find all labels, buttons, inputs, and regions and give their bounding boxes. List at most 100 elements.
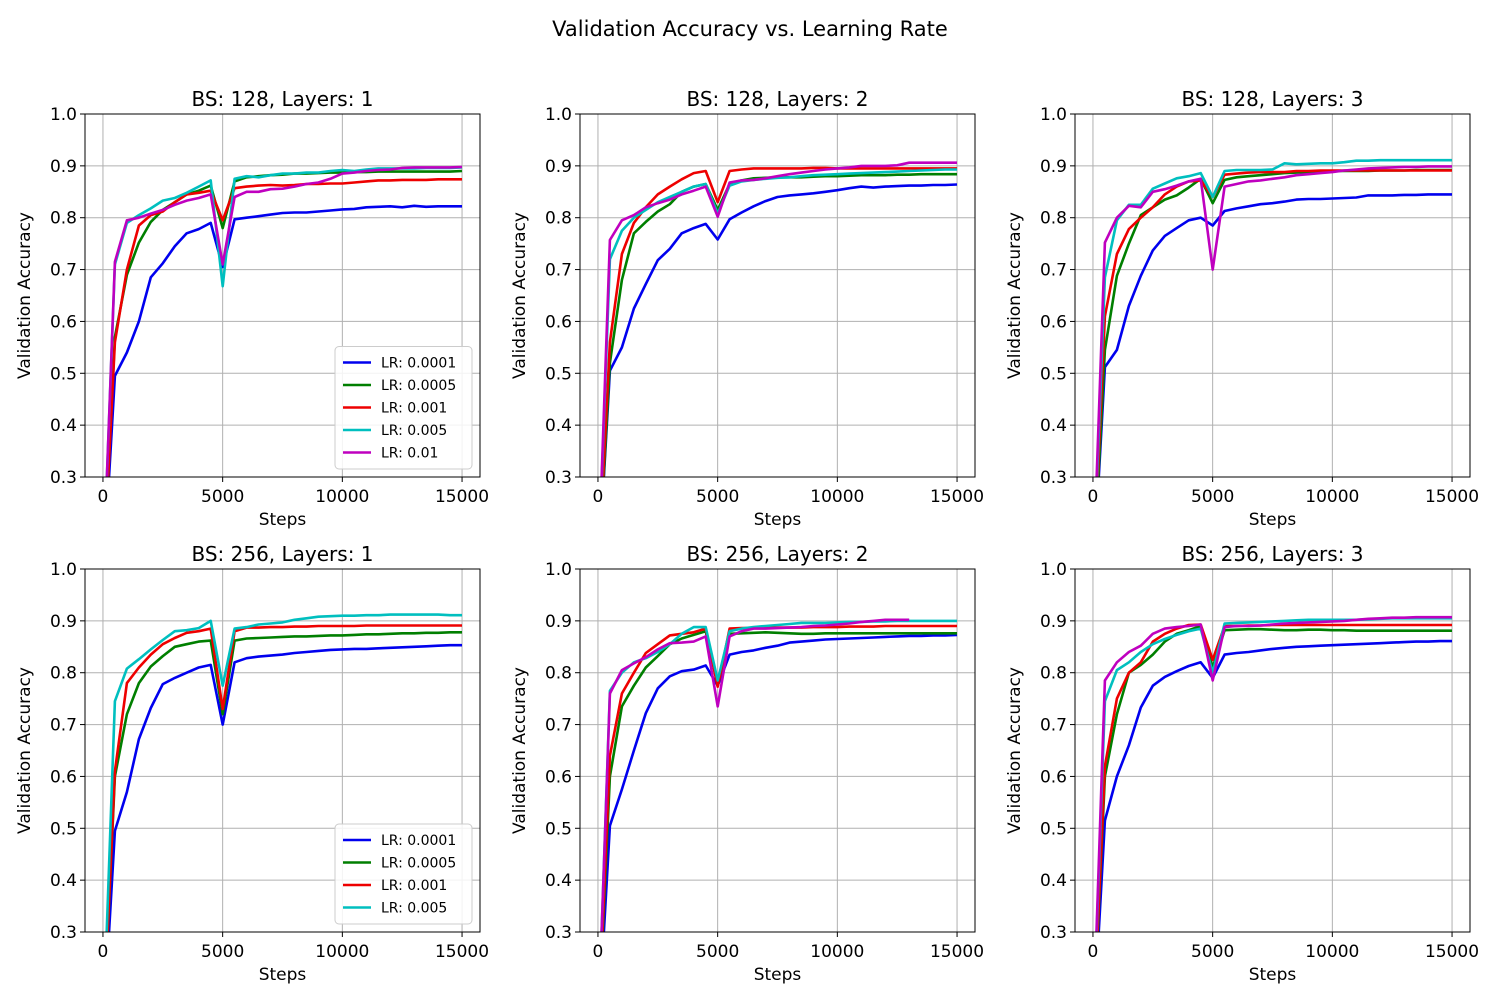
legend: LR: 0.0001 LR: 0.0005 LR: 0.001 LR: 0.005 xyxy=(334,823,473,925)
x-tick-label: 0 xyxy=(1088,942,1099,962)
y-tick-label: 0.4 xyxy=(1040,416,1067,436)
y-tick-label: 1.0 xyxy=(50,105,77,125)
y-tick-label: 0.7 xyxy=(50,261,77,281)
series-line-lr-0-0001 xyxy=(1097,639,1452,932)
y-tick-label: 0.4 xyxy=(545,871,572,891)
y-tick-label: 0.3 xyxy=(1040,468,1067,488)
y-tick-label: 0.8 xyxy=(50,664,77,684)
panel-title: BS: 128, Layers: 3 xyxy=(1181,87,1363,111)
series-line-lr-0-0001 xyxy=(1097,193,1452,477)
x-tick-label: 10000 xyxy=(810,487,864,507)
series-line-lr-0-001 xyxy=(1096,623,1452,932)
series-line-lr-0-01 xyxy=(1095,165,1452,477)
x-tick-label: 10000 xyxy=(1305,487,1359,507)
y-tick-label: 0.3 xyxy=(1040,923,1067,943)
x-axis-label: Steps xyxy=(754,965,802,985)
series-line-lr-0-01 xyxy=(600,161,957,477)
series-line-lr-0-0005 xyxy=(106,630,462,932)
legend: LR: 0.0001 LR: 0.0005 LR: 0.001 LR: 0.005 LR… xyxy=(334,346,473,470)
series-line-lr-0-0001 xyxy=(107,204,462,477)
legend-label: LR: 0.001 xyxy=(381,401,447,417)
series-line-lr-0-001 xyxy=(601,166,957,477)
x-tick-label: 10000 xyxy=(1305,942,1359,962)
x-tick-label: 15000 xyxy=(1425,487,1479,507)
plot-frame xyxy=(579,568,976,933)
chart-panel-1: 0 5000 10000 15000 0.3 0.4 0.5 0.6 0.7 0.8 0.9 1.0 B… xyxy=(15,87,489,530)
y-tick-label: 0.6 xyxy=(1040,312,1067,332)
legend-box xyxy=(334,823,473,925)
y-tick-label: 0.4 xyxy=(1040,871,1067,891)
x-tick-label: 15000 xyxy=(435,942,489,962)
series-line-lr-0-005 xyxy=(1095,158,1452,477)
panel-title: BS: 256, Layers: 2 xyxy=(686,542,868,566)
figure-title: Validation Accuracy vs. Learning Rate xyxy=(552,17,948,41)
series-group xyxy=(1095,158,1452,477)
y-tick-label: 0.5 xyxy=(1040,819,1067,839)
y-tick-label: 1.0 xyxy=(1040,560,1067,580)
x-tick-label: 10000 xyxy=(315,942,369,962)
y-tick-label: 0.8 xyxy=(545,209,572,229)
y-tick-label: 0.9 xyxy=(1040,157,1067,177)
x-axis-label: Steps xyxy=(1249,510,1297,530)
chart-panel-3: 0 5000 10000 15000 0.3 0.4 0.5 0.6 0.7 0.8 0.9 1.0 B… xyxy=(1005,87,1479,530)
y-tick-label: 0.5 xyxy=(545,364,572,384)
legend-box xyxy=(334,346,473,470)
x-tick-label: 5000 xyxy=(201,487,244,507)
y-tick-label: 0.8 xyxy=(1040,209,1067,229)
y-axis-label: Validation Accuracy xyxy=(1005,212,1025,379)
x-tick-label: 5000 xyxy=(201,942,244,962)
series-line-lr-0-001 xyxy=(1096,169,1452,477)
legend-label: LR: 0.0001 xyxy=(381,833,456,849)
x-tick-label: 0 xyxy=(593,942,604,962)
x-tick-label: 5000 xyxy=(1191,942,1234,962)
y-tick-label: 1.0 xyxy=(1040,105,1067,125)
legend-label: LR: 0.0005 xyxy=(381,378,456,394)
y-tick-label: 0.9 xyxy=(50,612,77,632)
x-axis-label: Steps xyxy=(259,965,307,985)
y-tick-label: 0.8 xyxy=(1040,664,1067,684)
legend-label: LR: 0.005 xyxy=(381,901,447,917)
y-tick-label: 0.9 xyxy=(545,157,572,177)
x-tick-label: 0 xyxy=(98,942,109,962)
chart-panel-4: 0 5000 10000 15000 0.3 0.4 0.5 0.6 0.7 0.8 0.9 1.0 B… xyxy=(15,542,489,985)
y-tick-label: 0.4 xyxy=(545,416,572,436)
plot-frame xyxy=(84,113,481,478)
series-line-lr-0-005 xyxy=(600,619,957,932)
y-tick-label: 0.6 xyxy=(545,767,572,787)
x-tick-label: 5000 xyxy=(1191,487,1234,507)
x-tick-label: 10000 xyxy=(810,942,864,962)
y-tick-label: 0.6 xyxy=(545,312,572,332)
y-tick-label: 0.3 xyxy=(545,923,572,943)
series-line-lr-0-005 xyxy=(1095,616,1452,932)
y-tick-label: 0.5 xyxy=(1040,364,1067,384)
series-group xyxy=(105,165,463,477)
series-line-lr-0-01 xyxy=(1095,615,1452,932)
y-axis-label: Validation Accuracy xyxy=(15,667,35,834)
y-tick-label: 0.6 xyxy=(1040,767,1067,787)
series-line-lr-0-0001 xyxy=(602,633,958,932)
plot-frame xyxy=(579,113,976,478)
x-axis-label: Steps xyxy=(259,510,307,530)
series-line-lr-0-001 xyxy=(106,178,462,477)
series-line-lr-0-0005 xyxy=(601,629,957,932)
y-tick-label: 0.4 xyxy=(50,871,77,891)
y-tick-label: 0.3 xyxy=(545,468,572,488)
y-tick-label: 0.5 xyxy=(545,819,572,839)
y-tick-label: 1.0 xyxy=(50,560,77,580)
series-line-lr-0-0001 xyxy=(602,183,958,477)
x-tick-label: 15000 xyxy=(930,942,984,962)
panel-title: BS: 256, Layers: 3 xyxy=(1181,542,1363,566)
series-line-lr-0-0005 xyxy=(1096,624,1452,932)
y-tick-label: 0.6 xyxy=(50,312,77,332)
x-tick-label: 0 xyxy=(593,487,604,507)
panel-title: BS: 128, Layers: 2 xyxy=(686,87,868,111)
panel-title: BS: 256, Layers: 1 xyxy=(191,542,373,566)
y-axis-label: Validation Accuracy xyxy=(1005,667,1025,834)
y-tick-label: 0.9 xyxy=(50,157,77,177)
y-tick-label: 1.0 xyxy=(545,105,572,125)
x-tick-label: 15000 xyxy=(930,487,984,507)
y-tick-label: 0.9 xyxy=(545,612,572,632)
y-axis-label: Validation Accuracy xyxy=(510,212,530,379)
y-tick-label: 1.0 xyxy=(545,560,572,580)
x-tick-label: 5000 xyxy=(696,487,739,507)
